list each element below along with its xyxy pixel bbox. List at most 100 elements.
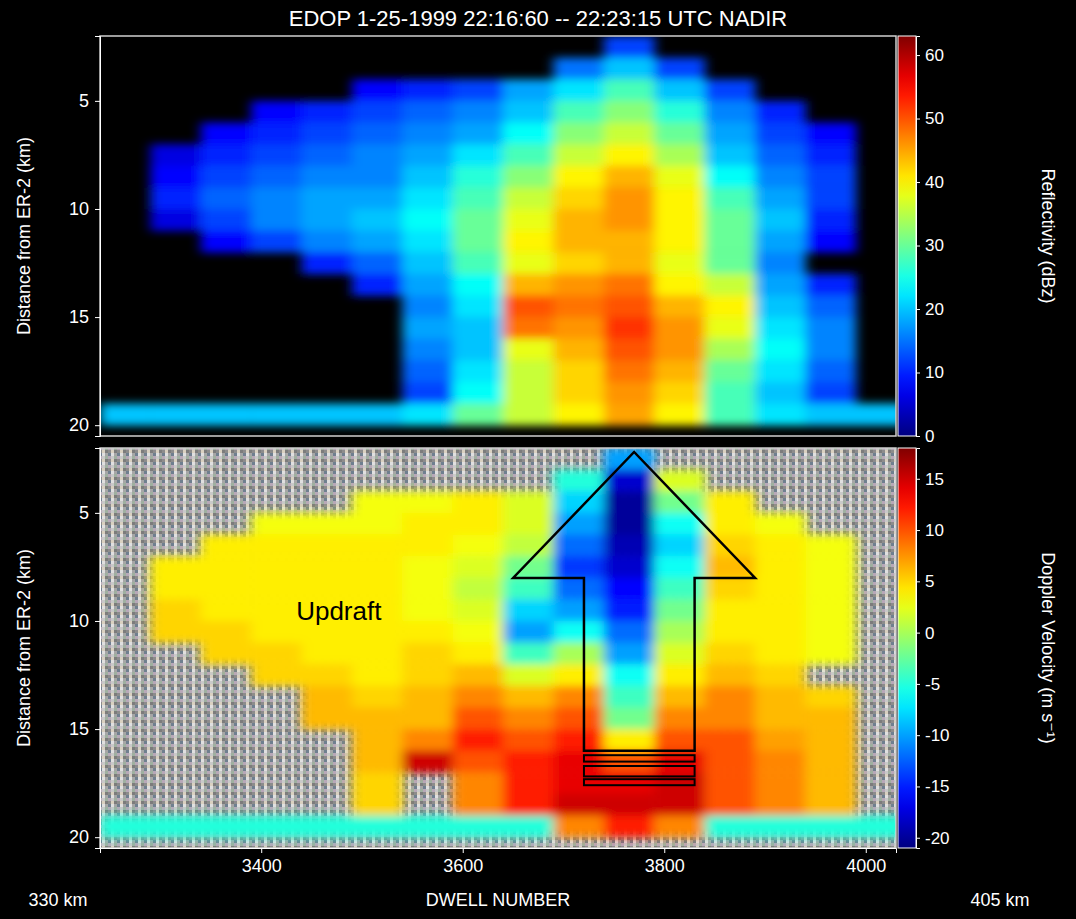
cell bbox=[402, 144, 453, 166]
cell bbox=[503, 816, 554, 838]
cell bbox=[302, 144, 353, 166]
tick: 20 bbox=[69, 415, 100, 435]
cell bbox=[604, 534, 655, 556]
cell bbox=[402, 166, 453, 188]
cell bbox=[604, 794, 655, 816]
cell bbox=[705, 643, 756, 665]
tick-mark bbox=[95, 729, 100, 730]
plot-background bbox=[100, 36, 896, 436]
cell bbox=[654, 578, 705, 600]
cell bbox=[402, 274, 453, 296]
cell bbox=[402, 556, 453, 578]
tick-label: 20 bbox=[69, 827, 89, 847]
cell bbox=[302, 664, 353, 686]
cell bbox=[604, 382, 655, 404]
cell bbox=[604, 58, 655, 80]
cell bbox=[604, 166, 655, 188]
cell bbox=[201, 231, 252, 253]
cell bbox=[402, 101, 453, 123]
colorbar bbox=[898, 448, 916, 848]
cell bbox=[604, 686, 655, 708]
cell bbox=[705, 122, 756, 144]
cell bbox=[654, 166, 705, 188]
cell bbox=[604, 599, 655, 621]
cell bbox=[503, 599, 554, 621]
cell bbox=[604, 491, 655, 513]
tick: 10 bbox=[69, 199, 100, 219]
arrow-bar bbox=[584, 779, 695, 785]
cell bbox=[805, 209, 856, 231]
cell bbox=[302, 513, 353, 535]
cell bbox=[453, 556, 504, 578]
cell bbox=[201, 816, 252, 838]
tick-label: 10 bbox=[69, 611, 89, 631]
cell bbox=[755, 404, 806, 426]
cell bbox=[402, 317, 453, 339]
cell bbox=[352, 231, 403, 253]
cell bbox=[553, 599, 604, 621]
tick: 0 bbox=[916, 427, 934, 446]
cell bbox=[352, 144, 403, 166]
tick-mark bbox=[916, 373, 920, 374]
cell bbox=[453, 664, 504, 686]
cell bbox=[352, 79, 403, 101]
cell bbox=[352, 751, 403, 773]
cell bbox=[654, 621, 705, 643]
cell bbox=[453, 599, 504, 621]
tick-label: -10 bbox=[925, 726, 950, 745]
cell bbox=[755, 317, 806, 339]
cell bbox=[201, 578, 252, 600]
cell bbox=[453, 209, 504, 231]
tick: 3600 bbox=[443, 848, 483, 876]
cell bbox=[503, 101, 554, 123]
cell bbox=[352, 707, 403, 729]
cell bbox=[604, 274, 655, 296]
cells bbox=[100, 448, 896, 838]
cell bbox=[553, 621, 604, 643]
cell bbox=[654, 252, 705, 274]
tick-label: 15 bbox=[69, 307, 89, 327]
cell bbox=[352, 534, 403, 556]
cell bbox=[553, 274, 604, 296]
plot-area bbox=[100, 36, 896, 426]
cell bbox=[553, 556, 604, 578]
tick-mark bbox=[95, 513, 100, 514]
tick-label: 0 bbox=[925, 427, 934, 446]
cell bbox=[251, 513, 302, 535]
cell bbox=[201, 166, 252, 188]
cell bbox=[654, 122, 705, 144]
cell bbox=[503, 187, 554, 209]
cell bbox=[503, 339, 554, 361]
cell bbox=[604, 816, 655, 838]
colorbar-title: Doppler Velocity (m s⁻¹) bbox=[1038, 552, 1058, 744]
tick-label: 5 bbox=[925, 572, 934, 591]
cell bbox=[352, 729, 403, 751]
cell bbox=[705, 79, 756, 101]
tick-label: 5 bbox=[79, 91, 89, 111]
cell bbox=[402, 751, 453, 773]
cell bbox=[352, 209, 403, 231]
cell bbox=[805, 578, 856, 600]
cell bbox=[755, 144, 806, 166]
cell bbox=[654, 339, 705, 361]
tick-mark bbox=[916, 246, 920, 247]
cell bbox=[402, 295, 453, 317]
cell bbox=[251, 209, 302, 231]
cell bbox=[654, 729, 705, 751]
cell bbox=[805, 772, 856, 794]
cell bbox=[553, 643, 604, 665]
cell bbox=[553, 794, 604, 816]
cell bbox=[352, 166, 403, 188]
cell bbox=[705, 144, 756, 166]
cell bbox=[503, 772, 554, 794]
tick: 15 bbox=[69, 719, 100, 739]
cell bbox=[402, 79, 453, 101]
cell bbox=[755, 209, 806, 231]
cell bbox=[705, 772, 756, 794]
cell bbox=[100, 816, 151, 838]
cell bbox=[503, 231, 554, 253]
cell bbox=[453, 360, 504, 382]
cell bbox=[302, 252, 353, 274]
cell bbox=[402, 816, 453, 838]
cell bbox=[705, 578, 756, 600]
